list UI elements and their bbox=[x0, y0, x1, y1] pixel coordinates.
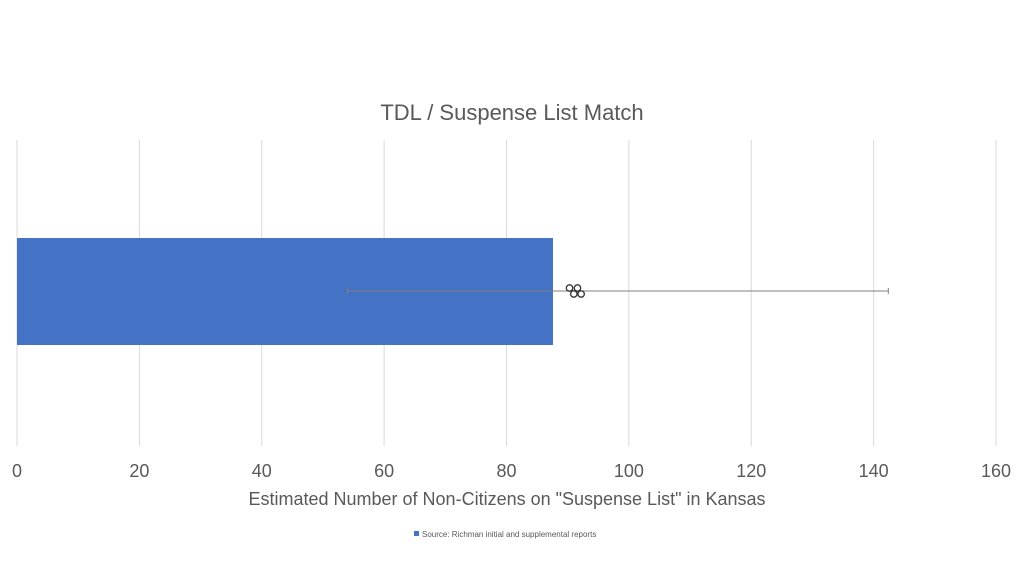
x-axis-label: Estimated Number of Non-Citizens on "Sus… bbox=[248, 489, 765, 509]
x-tick-labels: 0 20 40 60 80 100 120 140 160 bbox=[12, 461, 1011, 481]
scatter-points-layer bbox=[565, 284, 585, 298]
x-tick-label-20: 20 bbox=[129, 461, 149, 481]
x-tick-label-80: 80 bbox=[496, 461, 516, 481]
legend-label: Source: Richman initial and supplemental… bbox=[422, 530, 596, 539]
legend: Source: Richman initial and supplemental… bbox=[414, 530, 596, 539]
scatter-point-2 bbox=[565, 284, 574, 292]
chart-title: TDL / Suspense List Match bbox=[380, 100, 643, 125]
x-tick-label-60: 60 bbox=[374, 461, 394, 481]
x-tick-label-100: 100 bbox=[614, 461, 644, 481]
x-tick-label-140: 140 bbox=[859, 461, 889, 481]
x-tick-label-120: 120 bbox=[736, 461, 766, 481]
x-tick-label-0: 0 bbox=[12, 461, 22, 481]
scatter-point-3 bbox=[577, 290, 585, 298]
scatter-point-1 bbox=[569, 290, 578, 298]
x-tick-label-160: 160 bbox=[981, 461, 1011, 481]
legend-swatch bbox=[414, 531, 419, 536]
x-tick-label-40: 40 bbox=[252, 461, 272, 481]
error-bar-layer bbox=[346, 288, 889, 294]
scatter-point-0 bbox=[573, 284, 582, 292]
